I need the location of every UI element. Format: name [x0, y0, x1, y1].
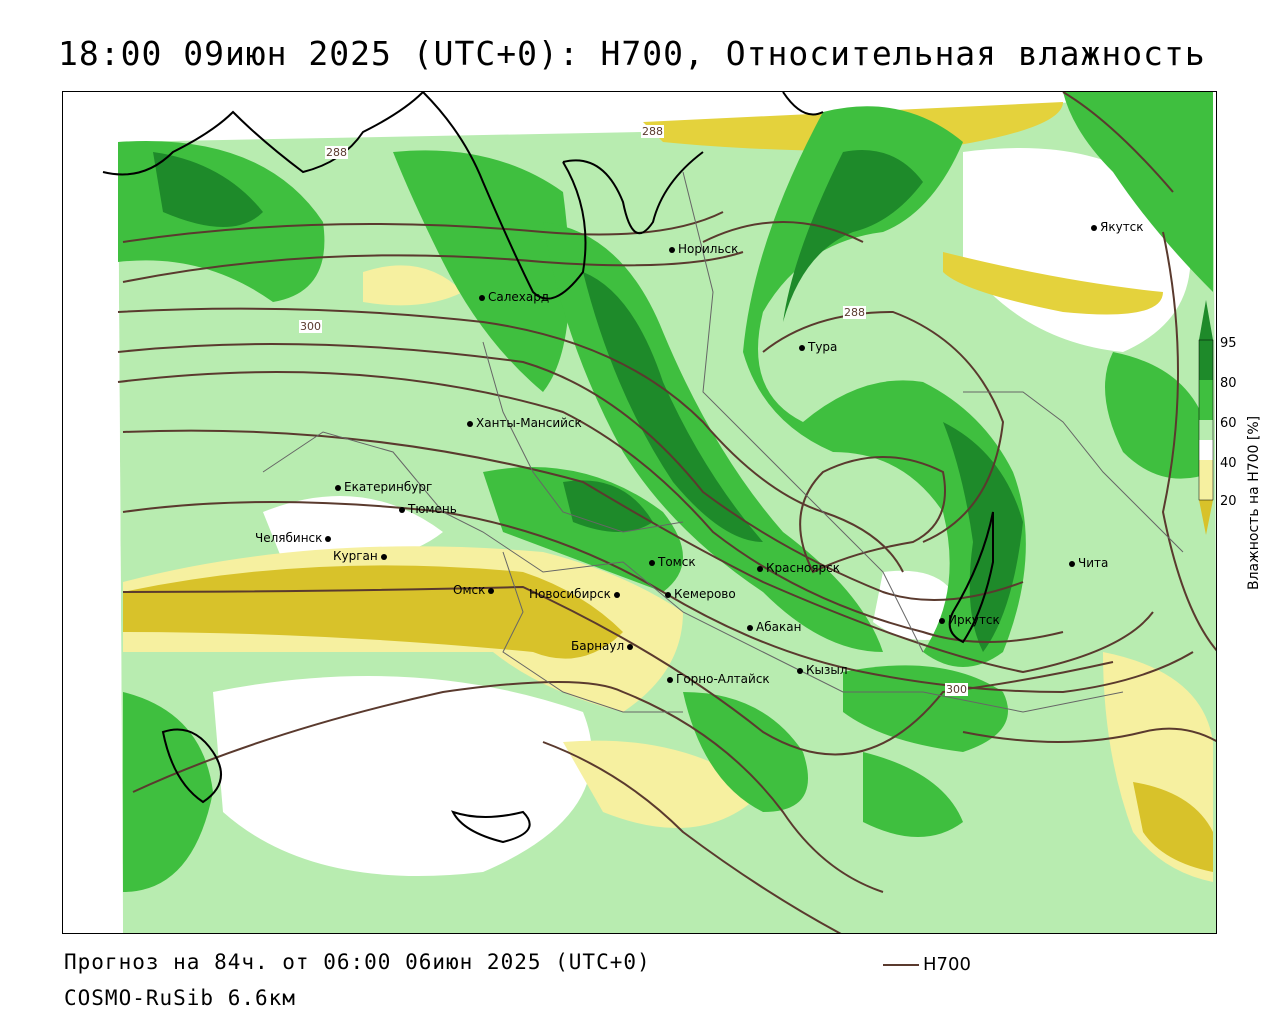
city-marker: Чита [1069, 556, 1108, 570]
city-label: Барнаул [571, 639, 625, 653]
city-dot-icon [667, 676, 673, 683]
forecast-info: Прогноз на 84ч. от 06:00 06июн 2025 (UTC… [64, 950, 651, 974]
city-dot-icon [325, 535, 332, 542]
city-label: Новосибирск [529, 587, 611, 601]
city-label: Кызыл [806, 663, 848, 677]
contour-label: 288 [325, 146, 348, 159]
legend-arrow-down-icon [1199, 500, 1213, 535]
city-dot-icon [669, 246, 675, 253]
city-marker: Красноярск [757, 561, 840, 575]
city-marker: Кызыл [797, 663, 848, 677]
city-dot-icon [467, 420, 473, 427]
city-label: Тура [808, 340, 838, 354]
city-marker: Томск [649, 555, 696, 569]
city-label: Чита [1078, 556, 1109, 570]
city-dot-icon [627, 643, 634, 650]
legend-level: 95 [1220, 336, 1237, 351]
city-dot-icon [479, 294, 485, 301]
legend-swatch-80 [1199, 380, 1213, 420]
legend-level: 60 [1220, 416, 1237, 431]
city-dot-icon [1069, 560, 1075, 567]
contour-legend-label: H700 [923, 954, 971, 975]
city-marker: Тура [799, 340, 837, 354]
city-marker: Челябинск [255, 531, 334, 545]
city-label: Якутск [1100, 220, 1144, 234]
city-marker: Тюмень [399, 502, 457, 516]
contour-label: 288 [641, 125, 664, 138]
legend-swatch-50 [1199, 440, 1213, 460]
city-label: Абакан [756, 620, 802, 634]
city-label: Челябинск [255, 531, 323, 545]
contour-label: 300 [299, 320, 322, 333]
city-label: Омск [453, 583, 486, 597]
city-marker: Курган [333, 549, 390, 563]
city-label: Иркутск [948, 613, 1000, 627]
city-marker: Кемерово [665, 587, 736, 601]
humidity-field [63, 92, 1216, 933]
city-marker: Омск [453, 583, 497, 597]
city-marker: Норильск [669, 242, 738, 256]
city-dot-icon [399, 506, 405, 513]
legend-level: 80 [1220, 376, 1237, 391]
city-label: Ханты-Мансийск [476, 416, 582, 430]
city-dot-icon [488, 587, 495, 594]
legend-level: 40 [1220, 456, 1237, 471]
city-dot-icon [613, 591, 620, 598]
legend-title: Влажность на H700 [%] [1246, 415, 1262, 590]
map-panel: 288 288 288 300 300 Якутск Норильск Сале… [62, 91, 1217, 934]
city-dot-icon [747, 624, 753, 631]
city-marker: Ханты-Мансийск [467, 416, 582, 430]
legend-level: 20 [1220, 494, 1237, 509]
map-title: 18:00 09июн 2025 (UTC+0): H700, Относите… [58, 34, 1206, 73]
city-marker: Салехард [479, 290, 549, 304]
city-dot-icon [1091, 224, 1097, 231]
legend-swatch-60 [1199, 420, 1213, 440]
city-dot-icon [649, 559, 655, 566]
contour-line-icon [883, 964, 919, 966]
city-dot-icon [757, 565, 763, 572]
city-label: Горно-Алтайск [676, 672, 770, 686]
city-label: Норильск [678, 242, 739, 256]
city-dot-icon [380, 553, 387, 560]
model-name: COSMO-RuSib 6.6км [64, 986, 296, 1010]
contour-label: 288 [843, 306, 866, 319]
city-label: Салехард [488, 290, 550, 304]
city-marker: Абакан [747, 620, 801, 634]
contour-legend: H700 [883, 954, 971, 975]
city-dot-icon [939, 617, 945, 624]
legend-arrow-up-icon [1199, 300, 1213, 340]
city-marker: Горно-Алтайск [667, 672, 770, 686]
city-label: Курган [333, 549, 378, 563]
city-marker: Барнаул [571, 639, 636, 653]
city-label: Красноярск [766, 561, 840, 575]
city-marker: Новосибирск [529, 587, 623, 601]
city-dot-icon [665, 591, 671, 598]
humidity-color-scale [1198, 300, 1214, 535]
city-marker: Иркутск [939, 613, 1000, 627]
city-label: Тюмень [408, 502, 457, 516]
city-marker: Екатеринбург [335, 480, 432, 494]
legend-swatch-95 [1199, 340, 1213, 380]
city-label: Кемерово [674, 587, 736, 601]
city-marker: Якутск [1091, 220, 1144, 234]
city-dot-icon [335, 484, 341, 491]
city-label: Томск [658, 555, 696, 569]
contour-label: 300 [945, 683, 968, 696]
city-label: Екатеринбург [344, 480, 433, 494]
city-dot-icon [797, 667, 803, 674]
legend-swatch-40 [1199, 460, 1213, 500]
city-dot-icon [799, 344, 805, 351]
